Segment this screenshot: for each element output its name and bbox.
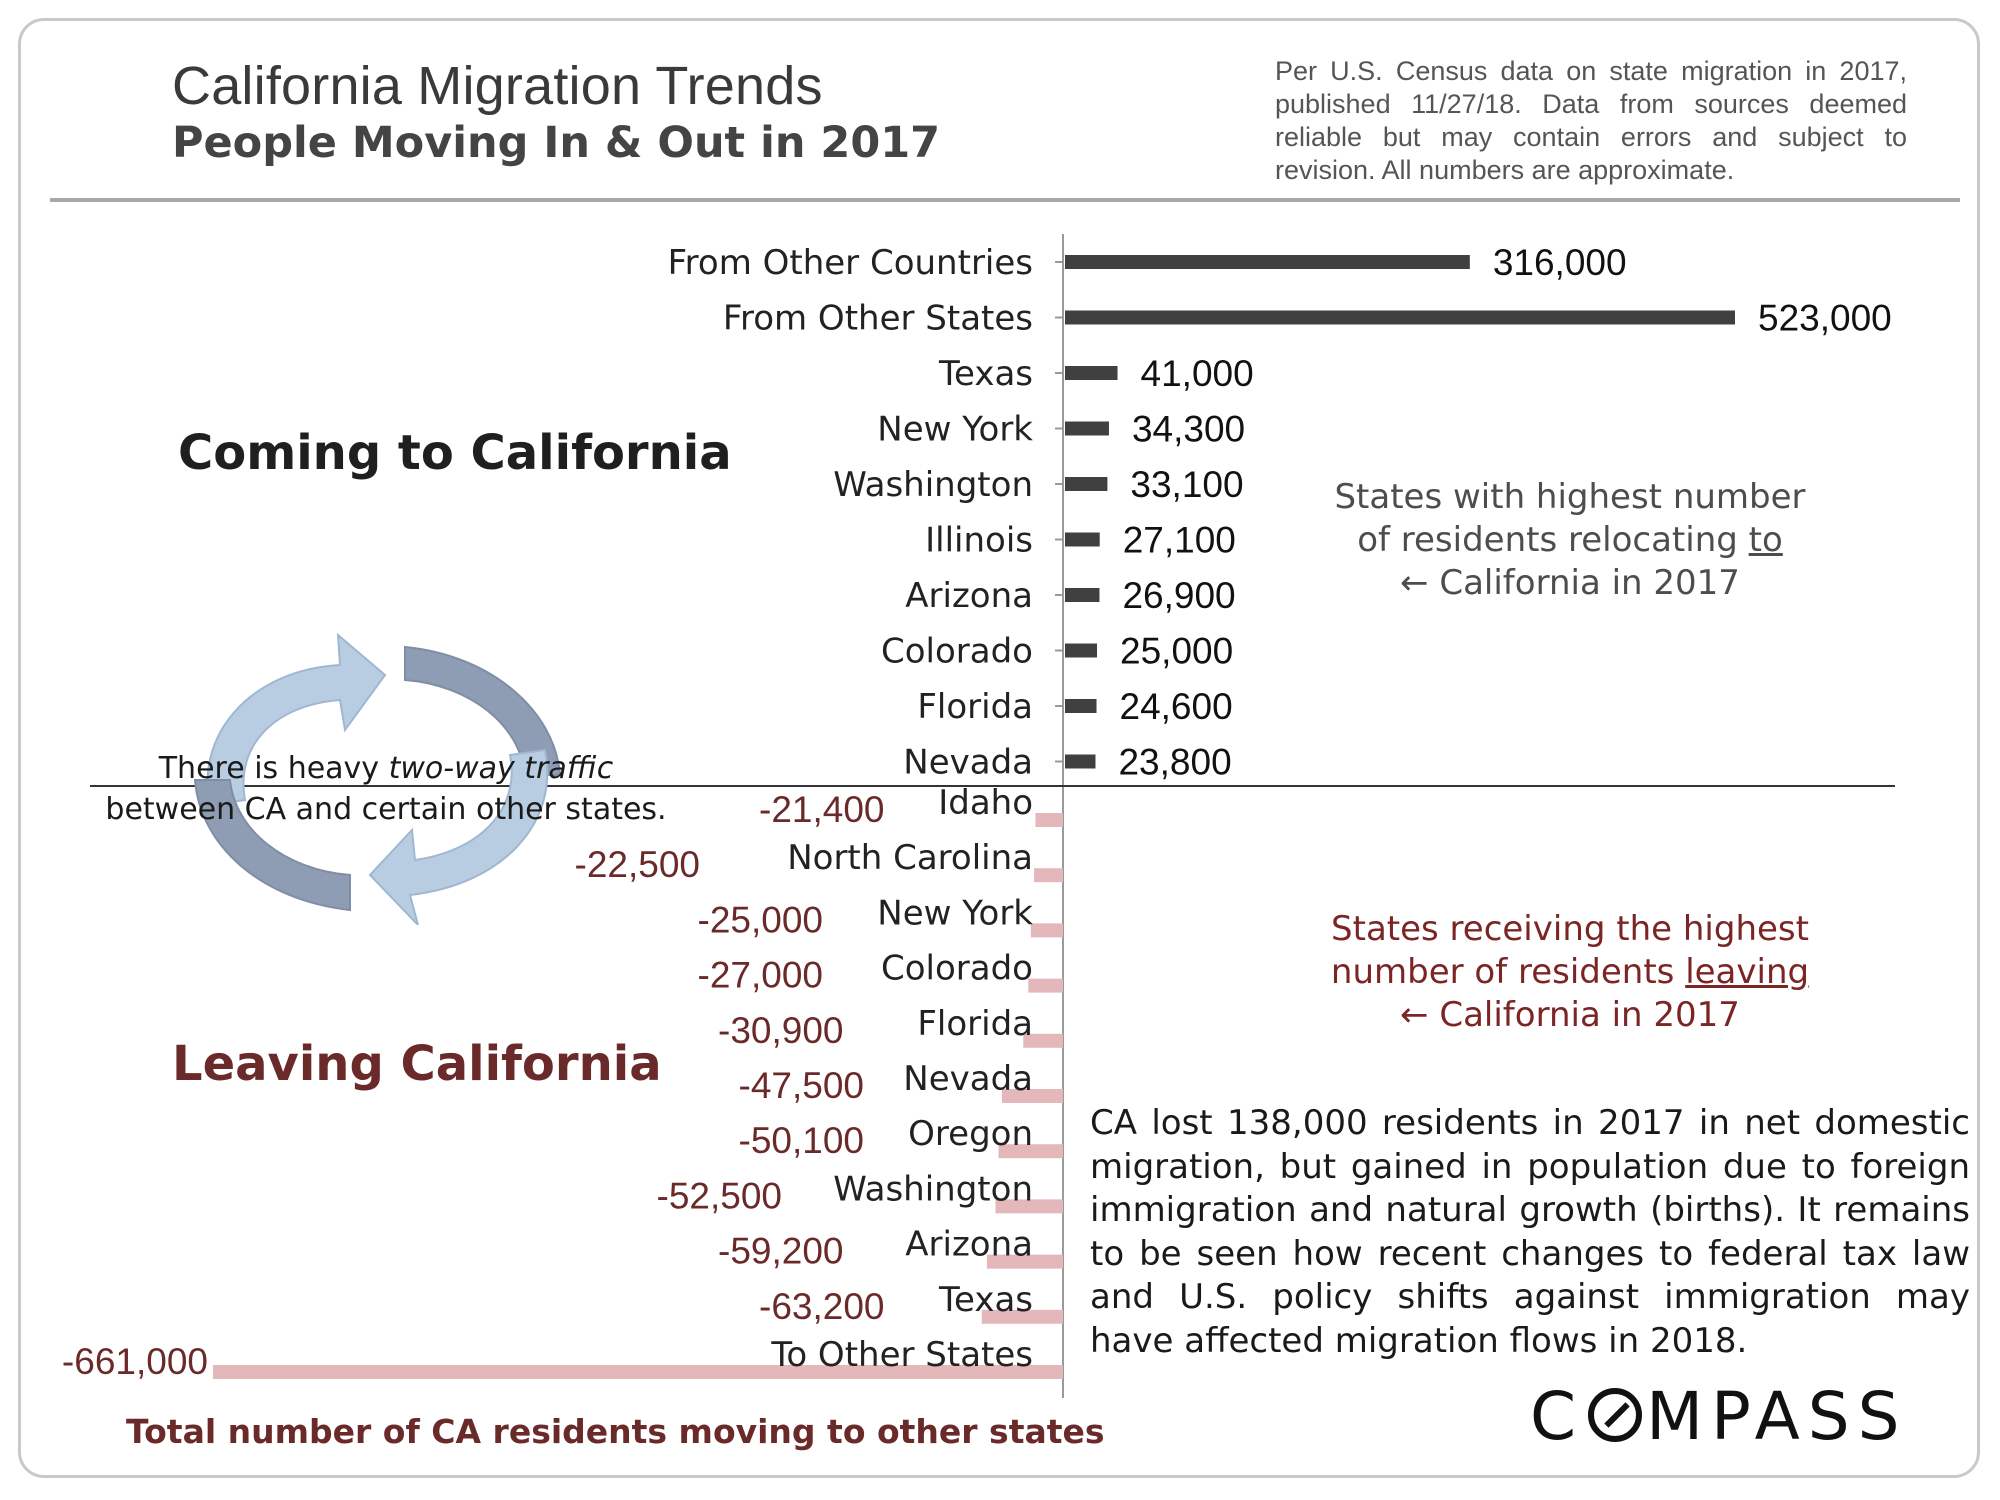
value-label: -52,500: [657, 1175, 783, 1216]
value-label: -25,000: [698, 899, 824, 940]
bar-incoming: [1065, 643, 1098, 658]
compass-logo: C MPASS: [1530, 1378, 1908, 1455]
outgoing-annotation-line2: number of residents: [1330, 952, 1686, 992]
bar-outgoing: [1034, 868, 1063, 883]
incoming-annotation: States with highest number of residents …: [1300, 476, 1840, 605]
bar-incoming: [1065, 255, 1470, 269]
category-label: Colorado: [881, 949, 1033, 989]
category-label: Washington: [833, 1169, 1033, 1209]
logo-o-mark: [1588, 1388, 1643, 1442]
bar-incoming: [1065, 699, 1097, 713]
traffic-note-line1-start: There is heavy: [158, 751, 389, 786]
total-caption: Total number of CA residents moving to o…: [126, 1412, 1105, 1451]
category-label: From Other Countries: [668, 243, 1033, 283]
bar-outgoing: [981, 1309, 1063, 1324]
value-label: 25,000: [1120, 631, 1233, 672]
category-label: Arizona: [905, 1225, 1033, 1265]
category-label: Illinois: [925, 521, 1033, 561]
category-label: Texas: [938, 354, 1033, 394]
bar-incoming: [1065, 532, 1100, 547]
value-label: -661,000: [62, 1341, 208, 1382]
value-label: 26,900: [1122, 575, 1235, 616]
bar-incoming: [1065, 421, 1109, 436]
chart-subtitle: People Moving In & Out in 2017: [172, 118, 941, 168]
bar-outgoing: [986, 1254, 1063, 1269]
value-label: -47,500: [739, 1065, 865, 1106]
incoming-annotation-line2: of residents relocating: [1357, 520, 1749, 560]
chart-title: California Migration Trends: [172, 56, 823, 116]
value-label: -22,500: [575, 844, 701, 885]
source-note: Per U.S. Census data on state migration …: [1275, 56, 1907, 185]
outgoing-annotation-line3: ← California in 2017: [1400, 995, 1740, 1035]
outgoing-annotation: States receiving the highest number of r…: [1290, 908, 1850, 1037]
traffic-note-line2: between CA and certain other states.: [105, 792, 667, 827]
category-label: Washington: [833, 465, 1033, 505]
bar-incoming: [1065, 477, 1108, 491]
value-label: -21,400: [759, 789, 885, 830]
value-label: 41,000: [1141, 353, 1254, 394]
bar-incoming: [1065, 754, 1096, 769]
value-label: -27,000: [698, 955, 824, 996]
bar-incoming: [1065, 588, 1100, 602]
value-label: -59,200: [718, 1231, 844, 1272]
value-label: 24,600: [1120, 686, 1233, 727]
bar-outgoing: [998, 1144, 1063, 1159]
value-label: 23,800: [1118, 742, 1231, 783]
header-divider: [50, 198, 1960, 202]
category-label: North Carolina: [787, 838, 1033, 878]
category-label: New York: [877, 893, 1033, 933]
bar-outgoing: [995, 1199, 1063, 1214]
bar-outgoing: [1028, 978, 1063, 993]
value-label: 34,300: [1132, 409, 1245, 450]
category-label: Texas: [938, 1280, 1033, 1320]
incoming-annotation-line1: States with highest number: [1334, 477, 1806, 517]
coming-heading: Coming to California: [178, 425, 732, 481]
incoming-annotation-underlined: to: [1748, 520, 1783, 560]
category-label: Florida: [917, 687, 1033, 727]
value-label: 316,000: [1493, 242, 1627, 283]
outgoing-annotation-line1: States receiving the highest: [1331, 909, 1809, 949]
logo-text-start: C: [1530, 1378, 1585, 1455]
bar-outgoing: [213, 1365, 1063, 1379]
value-label: -63,200: [759, 1286, 885, 1327]
bar-incoming: [1065, 366, 1118, 380]
value-label: -50,100: [739, 1120, 865, 1161]
bar-incoming: [1065, 310, 1735, 325]
outgoing-annotation-underlined: leaving: [1685, 952, 1810, 992]
bar-outgoing: [1035, 813, 1063, 827]
category-label: Florida: [917, 1004, 1033, 1044]
category-label: Nevada: [903, 1059, 1033, 1099]
bar-outgoing: [1023, 1033, 1063, 1048]
category-label: Idaho: [938, 783, 1033, 823]
value-label: 27,100: [1123, 520, 1236, 561]
two-way-traffic-note: There is heavy two-way traffic between C…: [80, 748, 692, 830]
leaving-heading: Leaving California: [172, 1036, 662, 1092]
category-label: Nevada: [903, 743, 1033, 783]
traffic-note-emphasis: two-way traffic: [388, 751, 614, 786]
category-label: Colorado: [881, 632, 1033, 672]
category-label: From Other States: [723, 299, 1033, 339]
bar-outgoing: [1030, 923, 1063, 938]
logo-text-end: MPASS: [1646, 1378, 1908, 1455]
value-label: -30,900: [718, 1010, 844, 1051]
category-label: Arizona: [905, 576, 1033, 616]
value-label: 523,000: [1758, 298, 1892, 339]
category-label: To Other States: [770, 1335, 1033, 1375]
circular-arrows-icon: [193, 632, 562, 925]
value-label: 33,100: [1130, 464, 1243, 505]
bar-outgoing: [1001, 1089, 1063, 1103]
category-label: New York: [877, 410, 1033, 450]
summary-paragraph: CA lost 138,000 residents in 2017 in net…: [1090, 1103, 1970, 1361]
incoming-annotation-line3: ← California in 2017: [1400, 563, 1740, 603]
chart-card: [18, 18, 1980, 1478]
category-label: Oregon: [908, 1114, 1033, 1154]
